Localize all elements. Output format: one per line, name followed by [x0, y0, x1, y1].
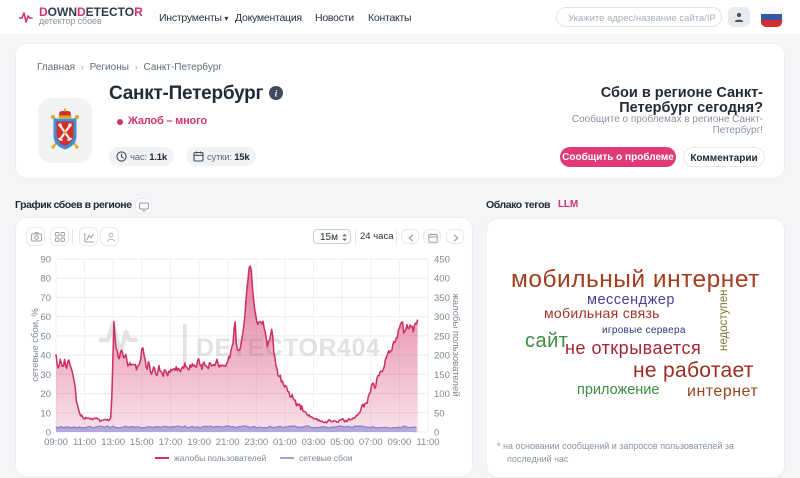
svg-text:09:00: 09:00: [44, 437, 68, 448]
svg-text:11:00: 11:00: [416, 437, 439, 448]
svg-text:не работает: не работает: [633, 359, 754, 382]
svg-text:0: 0: [434, 428, 439, 439]
svg-text:игровые сервера: игровые сервера: [602, 325, 686, 336]
svg-text:мобильная связь: мобильная связь: [544, 305, 660, 321]
svg-text:21:00: 21:00: [216, 437, 240, 448]
svg-text:09:00: 09:00: [388, 437, 412, 448]
svg-text:жалобы пользователей: жалобы пользователей: [174, 453, 266, 463]
svg-text:70: 70: [40, 293, 51, 304]
svg-text:05:00: 05:00: [330, 437, 354, 448]
svg-text:жалобы пользователей: жалобы пользователей: [450, 293, 461, 396]
svg-text:50: 50: [40, 331, 51, 342]
svg-text:недоступен: недоступен: [718, 290, 730, 351]
svg-text:90: 90: [40, 255, 51, 266]
svg-text:03:00: 03:00: [302, 437, 326, 448]
svg-text:30: 30: [40, 370, 51, 381]
svg-text:01:00: 01:00: [273, 437, 297, 448]
svg-text:350: 350: [434, 293, 450, 304]
svg-text:200: 200: [434, 351, 450, 362]
svg-text:23:00: 23:00: [244, 437, 268, 448]
svg-text:100: 100: [434, 389, 450, 400]
svg-text:80: 80: [40, 274, 51, 285]
svg-text:20: 20: [40, 389, 51, 400]
svg-text:150: 150: [434, 370, 450, 381]
svg-text:13:00: 13:00: [101, 437, 125, 448]
svg-text:11:00: 11:00: [73, 437, 96, 448]
svg-text:последний час: последний час: [507, 454, 569, 464]
svg-text:сайт: сайт: [525, 330, 568, 352]
svg-text:450: 450: [434, 255, 450, 266]
svg-text:* на основании сообщений и зап: * на основании сообщений и запросов поль…: [497, 441, 734, 451]
svg-text:DETECTOR404: DETECTOR404: [196, 334, 380, 362]
svg-text:60: 60: [40, 312, 51, 323]
svg-text:07:00: 07:00: [359, 437, 383, 448]
svg-text:сетевые сбои: сетевые сбои: [299, 453, 353, 463]
svg-text:19:00: 19:00: [187, 437, 211, 448]
svg-text:интернет: интернет: [687, 383, 758, 400]
svg-text:i: i: [275, 89, 278, 99]
svg-text:не открывается: не открывается: [565, 338, 701, 358]
svg-text:мобильный интернет: мобильный интернет: [511, 266, 760, 293]
svg-text:10: 10: [40, 408, 51, 419]
svg-text:0: 0: [46, 428, 51, 439]
svg-text:17:00: 17:00: [159, 437, 183, 448]
svg-text:250: 250: [434, 331, 450, 342]
svg-text:40: 40: [40, 351, 51, 362]
svg-text:400: 400: [434, 274, 450, 285]
svg-text:15:00: 15:00: [130, 437, 154, 448]
svg-text:мессенджер: мессенджер: [587, 292, 675, 308]
svg-text:приложение: приложение: [577, 382, 659, 398]
svg-text:50: 50: [434, 408, 445, 419]
svg-text:сетевые сбои, %: сетевые сбои, %: [30, 308, 41, 382]
svg-text:300: 300: [434, 312, 450, 323]
